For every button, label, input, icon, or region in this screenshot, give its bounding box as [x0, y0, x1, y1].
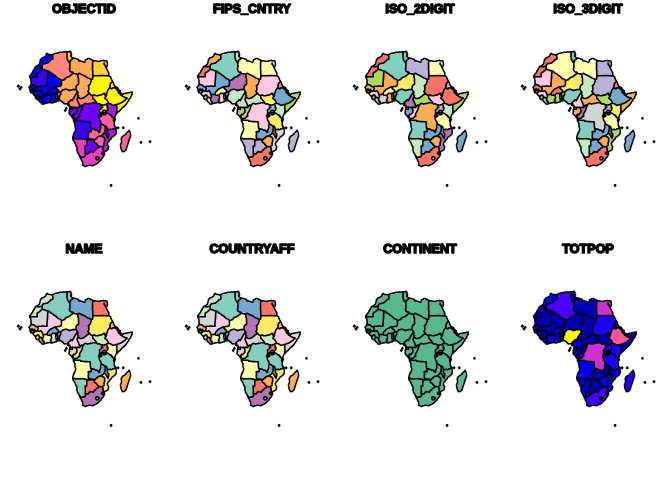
svg-text:OBJECTID: OBJECTID: [52, 2, 116, 16]
svg-text:COUNTRYAFF: COUNTRYAFF: [209, 242, 294, 256]
svg-text:ISO_3DIGIT: ISO_3DIGIT: [553, 2, 623, 16]
svg-text:TOTPOP: TOTPOP: [562, 242, 614, 256]
svg-text:NAME: NAME: [65, 242, 102, 256]
svg-text:ISO_2DIGIT: ISO_2DIGIT: [385, 2, 455, 16]
svg-text:FIPS_CNTRY: FIPS_CNTRY: [213, 2, 292, 16]
svg-text:CONTINENT: CONTINENT: [383, 242, 457, 256]
